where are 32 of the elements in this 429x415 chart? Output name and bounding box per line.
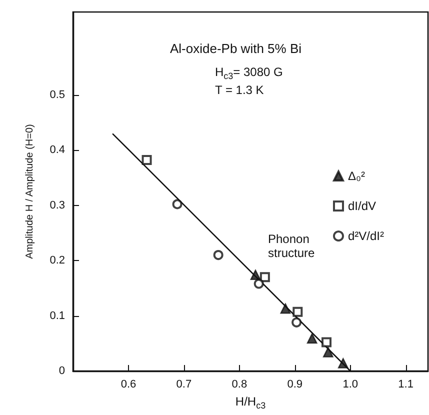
legend-title: Phonon structure xyxy=(268,232,316,260)
y-tick-label: 0.5 xyxy=(50,88,65,101)
point xyxy=(172,199,182,210)
point xyxy=(213,250,224,260)
x-tick-label: 1.1 xyxy=(398,378,414,390)
y-tick-label: 0.2 xyxy=(50,254,65,267)
point xyxy=(292,317,302,328)
legend-label: Δ₀² xyxy=(348,169,365,183)
point xyxy=(306,333,318,344)
y-tick-label: 0.3 xyxy=(50,199,65,212)
point xyxy=(280,303,291,314)
point xyxy=(321,337,332,348)
y-tick-label: 0.4 xyxy=(50,144,65,156)
legend-label: dI/dV xyxy=(348,199,376,213)
x-tick-label: 0.7 xyxy=(176,378,192,390)
annotation: T = 1.3 K xyxy=(215,83,264,97)
point xyxy=(338,358,348,368)
x-tick-label: 1.0 xyxy=(342,378,358,390)
x-tick-label: 0.6 xyxy=(120,378,136,390)
legend-label: d²V/dI² xyxy=(348,229,384,243)
text: Al-oxide-Pb with 5% Bi xyxy=(170,41,302,56)
point xyxy=(292,306,303,317)
point xyxy=(142,155,152,166)
y-axis-title: Amplitude H / Amplitude (H=0) xyxy=(24,124,36,259)
point xyxy=(260,272,270,282)
point xyxy=(254,278,264,289)
point xyxy=(250,270,261,280)
point xyxy=(323,347,334,358)
x-tick-label: 0.9 xyxy=(287,378,303,390)
y-tick-label: 0.1 xyxy=(50,310,65,322)
y-tick-label: 0 xyxy=(58,365,65,377)
x-tick-label: 0.8 xyxy=(232,378,248,390)
